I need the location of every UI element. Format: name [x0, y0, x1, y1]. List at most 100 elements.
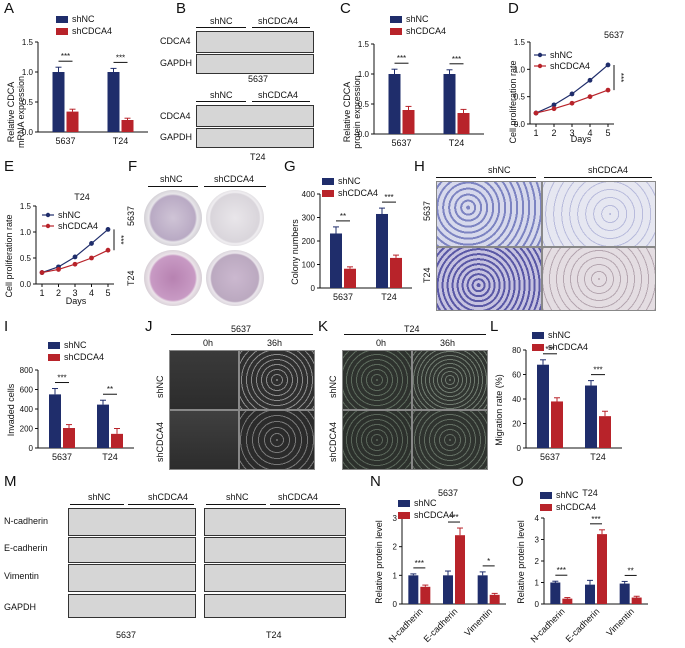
plate-shnc-5637	[144, 190, 202, 246]
chart-a-ytick-label: 0.0	[22, 128, 34, 137]
chart-g: Colony numbers 0 100 200 300 400 5637 ** T24 ***…	[290, 176, 412, 302]
blot-b-row-cdca4-bottom: CDCA4	[160, 111, 191, 121]
chart-n-category-label: Vimentin	[462, 606, 494, 638]
chart-e-point-shcdca4	[56, 267, 61, 272]
chart-g-bar-shnc	[376, 213, 388, 288]
chart-o-ytick-label: 0	[535, 600, 540, 609]
panel-letter-e: E	[4, 158, 15, 175]
blot-m-right-ncadherin	[204, 508, 346, 536]
blot-m: shNC shCDCA4 shNC shCDCA4 N-cadherin E-c…	[0, 488, 368, 648]
blot-m-row-gapdh: GAPDH	[4, 602, 37, 612]
chart-a-sig-label: ***	[61, 52, 70, 61]
chart-i-sig-label: **	[107, 385, 113, 394]
chart-n-title: 5637	[438, 488, 458, 498]
blot-b-row-gapdh-bottom: GAPDH	[160, 132, 193, 142]
chart-d-title: 5637	[604, 30, 624, 40]
chart-i-bar-shcdca4	[111, 433, 123, 448]
wound-k-shcdca4-0h	[342, 410, 412, 470]
blot-b-bottom-cdca4	[196, 105, 314, 127]
chart-l-ytick-label: 40	[512, 395, 521, 404]
chart-d: 5637 Cell proliferation rate Days 0.0 0.5…	[508, 30, 625, 144]
chart-n-legend-label-shcdca4: shCDCA4	[414, 510, 454, 520]
chart-g-sig-label: **	[340, 212, 346, 221]
blot-b-caption-bottom: T24	[250, 152, 266, 162]
panel-letter-f: F	[128, 158, 138, 175]
chart-n-category-label: E-cadherin	[422, 606, 460, 644]
chart-o-bar-shcdca4	[597, 534, 607, 604]
blot-m-header-right-shnc: shNC	[226, 492, 249, 502]
chart-c-ylabel-line1: Relative CDCA	[342, 82, 352, 143]
wound-k-title: T24	[404, 324, 420, 334]
chart-l-ytick-label: 80	[512, 346, 521, 355]
blot-m-right-vimentin	[204, 564, 346, 592]
chart-g-bar-shcdca4	[390, 257, 402, 288]
chart-l-bar-shcdca4	[551, 401, 563, 448]
chart-n-legend-label-shnc: shNC	[414, 498, 437, 508]
chart-c-bar-shcdca4	[402, 110, 415, 134]
chart-c-ylabel-line2: protein expression	[352, 75, 362, 149]
wound-j-col-36h: 36h	[267, 338, 283, 348]
chart-o-legend-label-shcdca4: shCDCA4	[556, 502, 596, 512]
chart-l-bar-shcdca4	[599, 416, 611, 448]
colony-f-row-5637: 5637	[126, 205, 136, 226]
chart-c-legend-label-shnc: shNC	[406, 14, 429, 24]
panel-letter-l: L	[490, 318, 499, 335]
chart-n-legend-swatch-shnc	[398, 500, 410, 507]
chart-n-sig-label: *	[487, 557, 490, 566]
wound-k-shnc-36h	[412, 350, 488, 410]
chart-d-legend-marker-shnc	[537, 52, 543, 58]
blot-m-header-right-shcdca4: shCDCA4	[278, 492, 319, 502]
chart-g-ylabel: Colony numbers	[290, 219, 300, 285]
blot-m-left-ecadherin	[68, 537, 196, 563]
chart-g-category-label: T24	[381, 292, 397, 302]
panel-letter-h: H	[414, 158, 425, 175]
panel-letter-i: I	[4, 318, 9, 335]
chart-i-ytick-label: 0	[29, 444, 34, 453]
chart-l-bar-shnc	[537, 364, 549, 448]
chart-n-legend-swatch-shcdca4	[398, 512, 410, 519]
chart-e-legend-label-shcdca4: shCDCA4	[58, 221, 98, 231]
chart-i-category-label: 5637	[52, 452, 72, 462]
wound-k: T24 0h 36h shNC shCDCA4	[318, 322, 490, 470]
chart-e-xtick-label: 1	[39, 288, 44, 298]
blot-m-header-left-shnc: shNC	[88, 492, 111, 502]
wound-j-shcdca4-0h	[169, 410, 239, 470]
chart-n-ytick-label: 2	[393, 543, 398, 552]
panel-letter-j: J	[145, 318, 153, 335]
chart-n-bar-shnc	[477, 575, 488, 604]
chart-g-sig-label: ***	[384, 193, 393, 202]
blot-m-caption-left: 5637	[116, 630, 137, 640]
chart-d-xtick-label: 5	[605, 128, 610, 138]
chart-n-ylabel: Relative protein level	[374, 520, 384, 604]
wound-j-row-shnc: shNC	[155, 375, 165, 398]
chart-c-category-label: 5637	[391, 138, 411, 148]
chart-e: T24 Cell proliferation rate Days 0.0 0.5 1…	[4, 192, 125, 306]
chart-o-category-label: N-cadherin	[529, 606, 567, 644]
chart-d-legend-label-shcdca4: shCDCA4	[550, 61, 590, 71]
blot-m-header-left-shcdca4: shCDCA4	[148, 492, 189, 502]
chart-d-legend-label-shnc: shNC	[550, 50, 573, 60]
chart-a-legend-label-shcdca4: shCDCA4	[72, 26, 112, 36]
chart-i-bar-shcdca4	[63, 428, 75, 448]
chart-o-bar-shnc	[550, 582, 561, 604]
panel-letter-n: N	[370, 473, 381, 490]
transwell-h-col-shnc: shNC	[488, 165, 511, 175]
transwell-shcdca4-5637	[542, 181, 656, 247]
chart-e-legend-marker-shcdca4	[45, 223, 51, 229]
blot-m-right-ecadherin	[204, 537, 346, 563]
chart-e-legend-marker-shnc	[45, 212, 51, 218]
chart-e-ytick-label: 0.0	[20, 280, 32, 289]
chart-n-sig-label: ***	[449, 513, 458, 522]
chart-l: Migration rate (%) 0 20 40 60 80 5637 *** T24 **…	[494, 330, 622, 462]
transwell-h-row-t24: T24	[422, 267, 432, 283]
chart-n-ytick-label: 1	[393, 571, 398, 580]
chart-n-bar-shcdca4	[420, 586, 431, 604]
chart-c-sig-label: ***	[452, 55, 461, 64]
chart-a-ylabel-line2: mRNA expression	[16, 76, 26, 148]
blot-b-header-shnc: shNC	[210, 16, 233, 26]
colony-f: shNC shCDCA4 5637 T24	[126, 170, 278, 310]
chart-g-ytick-label: 0	[311, 284, 316, 293]
chart-g-legend-label-shcdca4: shCDCA4	[338, 188, 378, 198]
panel-letter-c: C	[340, 0, 351, 17]
chart-i-bar-shnc	[49, 394, 61, 448]
